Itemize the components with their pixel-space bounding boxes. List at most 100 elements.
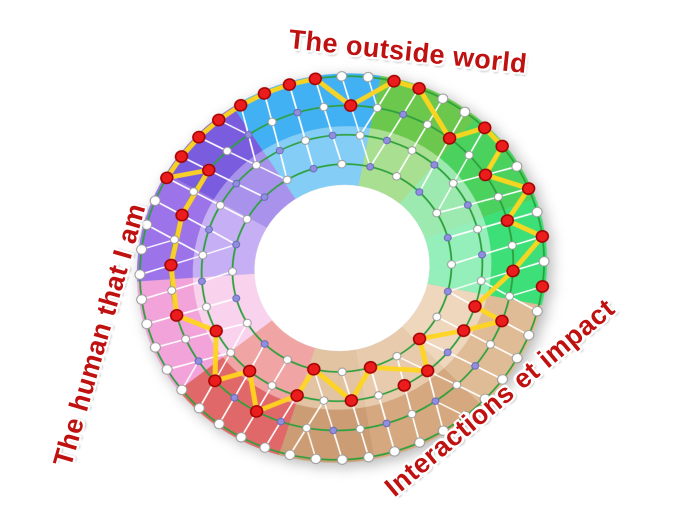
node-white bbox=[362, 71, 374, 83]
node-purple bbox=[478, 250, 487, 259]
node-purple bbox=[382, 419, 391, 428]
node-white bbox=[447, 260, 456, 269]
node-red bbox=[175, 208, 189, 222]
sector-green-inner bbox=[399, 157, 484, 239]
node-white bbox=[407, 146, 417, 155]
node-white bbox=[319, 102, 329, 112]
node-white bbox=[242, 214, 252, 224]
node-purple bbox=[232, 179, 241, 188]
node-purple bbox=[443, 348, 452, 357]
node-white bbox=[167, 286, 177, 295]
node-purple bbox=[260, 193, 269, 201]
node-white bbox=[226, 348, 236, 357]
node-white bbox=[355, 131, 365, 140]
node-white bbox=[336, 454, 348, 465]
node-red bbox=[308, 72, 323, 86]
node-white bbox=[422, 120, 432, 129]
node-red bbox=[412, 82, 426, 95]
node-white bbox=[459, 410, 471, 422]
node-red bbox=[500, 214, 515, 227]
node-purple bbox=[197, 277, 206, 286]
node-white bbox=[485, 340, 495, 349]
node-purple bbox=[205, 225, 213, 234]
node-red bbox=[387, 74, 401, 88]
node-white bbox=[228, 267, 237, 276]
node-red bbox=[344, 394, 359, 407]
node-purple bbox=[415, 188, 424, 196]
node-purple bbox=[431, 397, 440, 405]
node-white bbox=[337, 367, 347, 377]
node-white bbox=[374, 391, 384, 400]
node-white bbox=[538, 256, 550, 267]
node-white bbox=[473, 224, 483, 234]
node-red bbox=[495, 314, 509, 328]
red-nodes bbox=[160, 72, 550, 418]
node-red bbox=[397, 378, 411, 392]
node-white bbox=[372, 103, 382, 113]
node-red bbox=[208, 374, 222, 388]
node-white bbox=[505, 292, 515, 301]
node-red bbox=[257, 87, 272, 100]
sector-red-salmon-inner bbox=[222, 320, 316, 405]
node-white bbox=[251, 160, 261, 170]
node-purple bbox=[430, 161, 439, 169]
node-red bbox=[307, 362, 321, 376]
sector-red-salmon-outer bbox=[178, 357, 297, 456]
node-white bbox=[531, 206, 543, 218]
node-white bbox=[267, 117, 277, 127]
node-white bbox=[213, 418, 225, 430]
node-red bbox=[363, 361, 378, 374]
node-purple bbox=[443, 287, 452, 296]
node-white bbox=[479, 393, 491, 405]
sector-green-yellowish-inner bbox=[358, 128, 440, 204]
node-white bbox=[497, 374, 508, 385]
node-white bbox=[363, 451, 375, 463]
node-purple bbox=[309, 164, 318, 173]
node-white bbox=[310, 453, 322, 465]
donut-hole bbox=[254, 184, 430, 352]
node-white bbox=[337, 159, 347, 169]
node-white bbox=[136, 244, 148, 255]
node-white bbox=[282, 175, 292, 185]
node-white bbox=[242, 318, 252, 328]
node-white bbox=[302, 423, 312, 433]
node-red bbox=[242, 364, 257, 378]
node-white bbox=[464, 150, 474, 160]
node-white bbox=[448, 179, 458, 188]
node-white bbox=[149, 195, 161, 206]
node-white bbox=[432, 208, 442, 218]
node-white bbox=[389, 446, 401, 457]
node-red bbox=[495, 139, 509, 153]
node-white bbox=[149, 342, 161, 353]
sector-tan-outer bbox=[365, 368, 483, 460]
node-white bbox=[414, 437, 426, 448]
sector-tan-light-outer bbox=[444, 295, 542, 406]
node-red bbox=[412, 332, 427, 346]
node-red bbox=[169, 309, 184, 322]
node-purple bbox=[293, 108, 302, 117]
node-white bbox=[531, 306, 543, 317]
node-white bbox=[169, 235, 179, 244]
node-purple bbox=[232, 240, 241, 249]
node-purple bbox=[194, 357, 203, 365]
node-purple bbox=[366, 162, 375, 171]
sector-green-bright-outer bbox=[483, 198, 548, 306]
wheel-group bbox=[134, 71, 550, 465]
node-red bbox=[477, 121, 492, 135]
node-white bbox=[459, 106, 471, 118]
node-white bbox=[392, 172, 402, 181]
node-white bbox=[511, 161, 523, 172]
node-white bbox=[432, 312, 442, 322]
node-red bbox=[478, 168, 493, 182]
node-red bbox=[202, 163, 216, 177]
node-red bbox=[535, 280, 550, 293]
node-white bbox=[284, 449, 296, 461]
node-red bbox=[209, 324, 223, 338]
node-white bbox=[407, 409, 417, 419]
node-red bbox=[164, 258, 178, 272]
node-purple bbox=[471, 362, 480, 370]
node-purple bbox=[275, 146, 284, 155]
node-white bbox=[181, 334, 191, 344]
node-red bbox=[174, 150, 189, 163]
